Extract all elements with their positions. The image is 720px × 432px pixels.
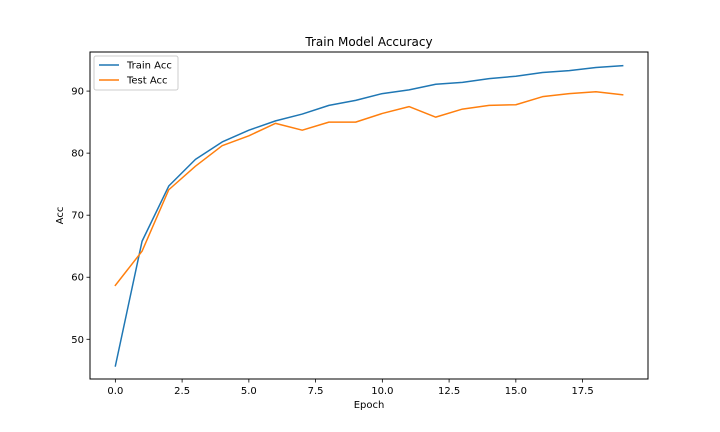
axes-frame <box>89 51 649 380</box>
x-tick-label: 10.0 <box>371 386 393 397</box>
x-axis-label: Epoch <box>354 400 385 411</box>
y-axis-label: Acc <box>55 207 66 225</box>
legend-label-train-acc: Train Acc <box>126 61 172 72</box>
plot-area <box>114 64 624 367</box>
axis-ticks: 0.0 2.5 5.0 7.5 10.0 12.5 15.0 17.5 50 60 70 80 90 <box>71 87 593 397</box>
y-tick-label: 70 <box>71 211 84 222</box>
series-line-train-acc <box>114 64 624 367</box>
chart-title: Train Model Accuracy <box>304 35 432 49</box>
x-tick-label: 0.0 <box>107 386 123 397</box>
legend: Train Acc Test Acc <box>93 55 179 91</box>
x-tick-label: 15.0 <box>505 386 527 397</box>
y-tick-label: 60 <box>71 273 84 284</box>
y-tick-label: 90 <box>71 87 84 98</box>
x-tick-label: 5.0 <box>241 386 257 397</box>
x-tick-label: 17.5 <box>571 386 593 397</box>
x-tick-label: 2.5 <box>174 386 190 397</box>
y-tick-label: 80 <box>71 149 84 160</box>
x-tick-label: 12.5 <box>438 386 460 397</box>
x-tick-label: 7.5 <box>308 386 324 397</box>
series-line-test-acc <box>114 90 624 287</box>
legend-label-test-acc: Test Acc <box>126 76 168 87</box>
y-tick-label: 50 <box>71 335 84 346</box>
